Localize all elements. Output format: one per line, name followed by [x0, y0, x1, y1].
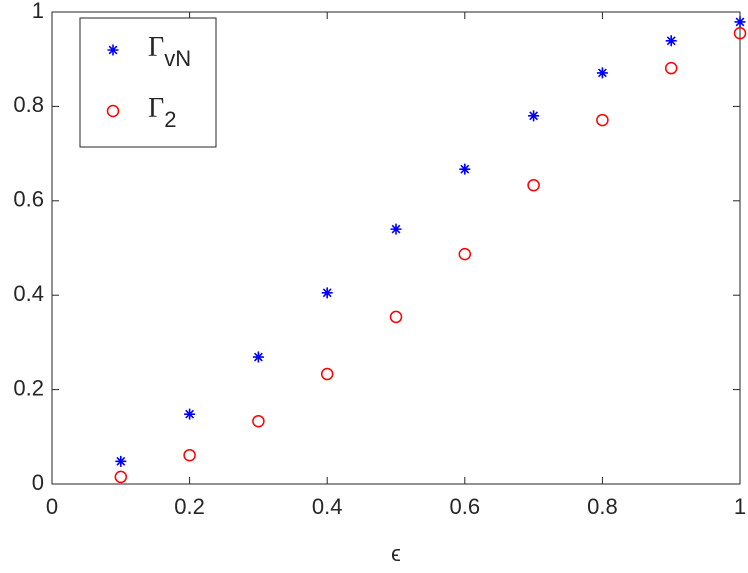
- data-point: [252, 414, 265, 428]
- data-point: [458, 247, 472, 261]
- data-point: [390, 223, 402, 235]
- data-point: [459, 163, 471, 175]
- data-point: [183, 448, 196, 462]
- data-point: [252, 351, 264, 363]
- data-point: [184, 408, 196, 420]
- x-tick-label: 1: [734, 494, 746, 519]
- data-point: [389, 310, 403, 324]
- data-point: [596, 67, 608, 79]
- data-point: [664, 61, 678, 75]
- y-tick-label: 0.8: [13, 92, 44, 117]
- y-tick-label: 1: [32, 0, 44, 23]
- data-point: [734, 16, 746, 28]
- data-point: [596, 113, 609, 127]
- data-point: [320, 367, 334, 381]
- x-axis-label: ϵ: [391, 541, 401, 566]
- x-tick-label: 0: [46, 494, 58, 519]
- legend-box: [79, 17, 217, 148]
- y-tick-label: 0.6: [13, 187, 44, 212]
- y-tick-label: 0.2: [13, 375, 44, 400]
- x-tick-label: 0.4: [312, 494, 343, 519]
- legend-label: ΓvN: [148, 32, 191, 70]
- legend-marker: [106, 104, 120, 118]
- plot-frame: [51, 11, 741, 485]
- legend-label: Γ2: [148, 93, 176, 131]
- x-tick-label: 0.2: [174, 494, 205, 519]
- y-tick-label: 0.4: [13, 281, 44, 306]
- data-point: [527, 178, 540, 192]
- legend-marker: [107, 44, 119, 56]
- x-tick-label: 0.6: [450, 494, 481, 519]
- data-point: [528, 110, 540, 122]
- data-point: [733, 26, 747, 40]
- data-point: [665, 35, 677, 47]
- data-point: [115, 455, 127, 467]
- data-point: [321, 287, 333, 299]
- x-tick-label: 0.8: [587, 494, 618, 519]
- y-tick-label: 0: [32, 470, 44, 495]
- data-point: [114, 470, 128, 484]
